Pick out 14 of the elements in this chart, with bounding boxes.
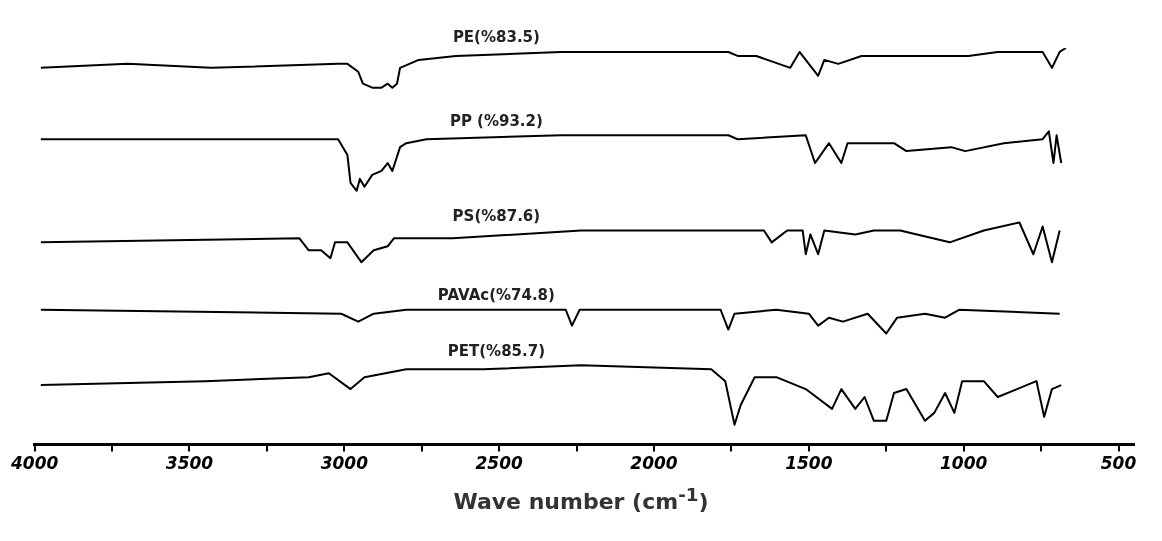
series-label: PP (%93.2) — [449, 111, 543, 130]
series-label: PS(%87.6) — [452, 206, 541, 225]
x-tick-label: 4000 — [9, 453, 59, 474]
x-tick-label: 3500 — [165, 453, 214, 474]
x-tick-label: 1500 — [785, 453, 833, 474]
series-label: PAVAc(%74.8) — [437, 286, 555, 305]
series-label: PET(%85.7) — [447, 341, 545, 360]
series-label: PE(%83.5) — [452, 28, 540, 47]
x-tick-label: 500 — [1100, 453, 1137, 474]
x-tick-label: 1000 — [940, 453, 988, 474]
x-tick-label: 3000 — [320, 453, 369, 474]
x-axis-title: Wave number (cm$^{-1}$) — [452, 484, 710, 515]
x-tick-label: 2500 — [475, 453, 523, 474]
x-tick-label: 2000 — [630, 453, 678, 474]
